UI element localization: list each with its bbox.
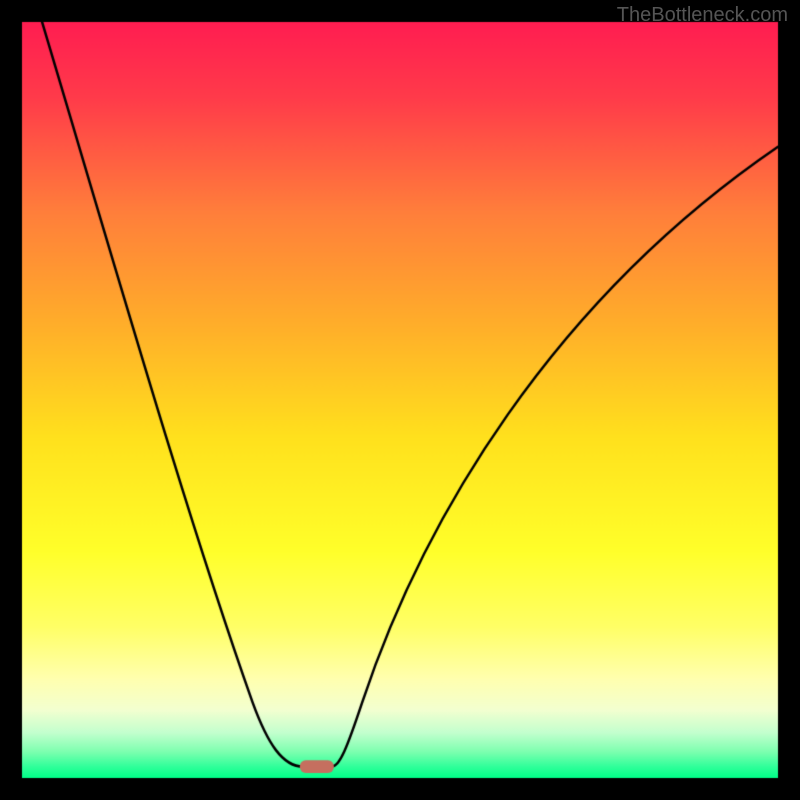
bottleneck-chart-canvas [0,0,800,800]
chart-container: TheBottleneck.com [0,0,800,800]
